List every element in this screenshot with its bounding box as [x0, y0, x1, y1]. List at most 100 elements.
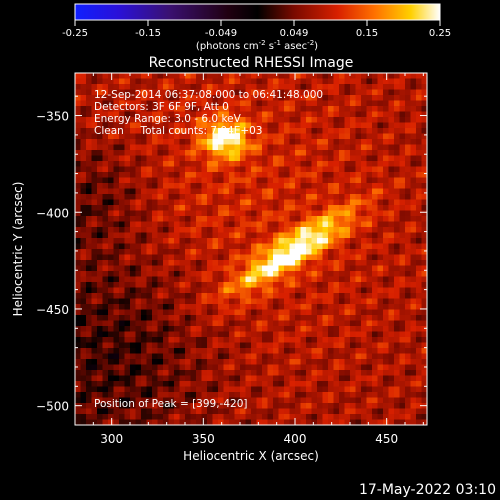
heatmap-cell	[135, 326, 142, 333]
heatmap-cell	[130, 111, 137, 118]
heatmap-cell	[185, 161, 192, 168]
heatmap-cell	[229, 304, 236, 311]
heatmap-cell	[372, 331, 379, 338]
heatmap-cell	[75, 95, 82, 102]
heatmap-cell	[339, 326, 346, 333]
heatmap-cell	[185, 309, 192, 316]
heatmap-cell	[311, 133, 318, 140]
heatmap-cell	[201, 232, 208, 239]
heatmap-cell	[102, 271, 109, 278]
heatmap-cell	[245, 194, 252, 201]
heatmap-cell	[289, 304, 296, 311]
heatmap-cell	[141, 408, 148, 415]
heatmap-cell	[284, 205, 291, 212]
heatmap-cell	[366, 106, 373, 113]
heatmap-cell	[135, 216, 142, 223]
heatmap-cell	[240, 359, 247, 366]
heatmap-cell	[394, 227, 401, 234]
heatmap-cell	[394, 188, 401, 195]
heatmap-cell	[113, 155, 120, 162]
heatmap-cell	[212, 265, 219, 272]
heatmap-cell	[306, 144, 313, 151]
heatmap-cell	[278, 128, 285, 135]
heatmap-cell	[174, 359, 181, 366]
heatmap-cell	[218, 348, 225, 355]
heatmap-cell	[416, 309, 423, 316]
heatmap-cell	[207, 117, 214, 124]
heatmap-cell	[372, 381, 379, 388]
heatmap-cell	[317, 375, 324, 382]
heatmap-cell	[102, 408, 109, 415]
heatmap-cell	[157, 315, 164, 322]
heatmap-cell	[119, 276, 126, 283]
heatmap-cell	[251, 304, 258, 311]
heatmap-cell	[174, 364, 181, 371]
heatmap-cell	[284, 78, 291, 85]
heatmap-cell	[179, 161, 186, 168]
heatmap-cell	[350, 199, 357, 206]
heatmap-cell	[130, 419, 137, 425]
heatmap-cell	[229, 111, 236, 118]
heatmap-cell	[405, 359, 412, 366]
heatmap-cell	[410, 122, 417, 129]
heatmap-cell	[190, 100, 197, 107]
heatmap-cell	[218, 117, 225, 124]
heatmap-cell	[218, 150, 225, 157]
heatmap-cell	[399, 276, 406, 283]
heatmap-cell	[421, 326, 427, 333]
heatmap-cell	[75, 161, 82, 168]
heatmap-cell	[185, 100, 192, 107]
heatmap-cell	[328, 293, 335, 300]
heatmap-cell	[179, 194, 186, 201]
heatmap-cell	[344, 276, 351, 283]
heatmap-cell	[388, 139, 395, 146]
heatmap-cell	[256, 128, 263, 135]
heatmap-cell	[174, 304, 181, 311]
heatmap-cell	[174, 386, 181, 393]
heatmap-cell	[394, 73, 401, 80]
heatmap-cell	[410, 100, 417, 107]
heatmap-cell	[168, 304, 175, 311]
heatmap-cell	[361, 95, 368, 102]
heatmap-cell	[339, 133, 346, 140]
heatmap-cell	[416, 326, 423, 333]
heatmap-cell	[141, 271, 148, 278]
heatmap-cell	[196, 326, 203, 333]
heatmap-cell	[300, 128, 307, 135]
heatmap-cell	[135, 111, 142, 118]
heatmap-cell	[212, 238, 219, 245]
heatmap-cell	[212, 414, 219, 421]
heatmap-cell	[190, 392, 197, 399]
heatmap-cell	[311, 370, 318, 377]
heatmap-cell	[306, 227, 313, 234]
heatmap-cell	[218, 309, 225, 316]
heatmap-cell	[394, 128, 401, 135]
heatmap-cell	[146, 249, 153, 256]
heatmap-cell	[311, 117, 318, 124]
heatmap-cell	[75, 364, 82, 371]
heatmap-cell	[102, 386, 109, 393]
heatmap-cell	[399, 414, 406, 421]
heatmap-cell	[201, 249, 208, 256]
heatmap-cell	[201, 364, 208, 371]
heatmap-cell	[372, 78, 379, 85]
heatmap-cell	[399, 370, 406, 377]
heatmap-cell	[168, 122, 175, 129]
heatmap-cell	[344, 386, 351, 393]
heatmap-cell	[185, 320, 192, 327]
heatmap-cell	[421, 216, 427, 223]
heatmap-cell	[278, 282, 285, 289]
heatmap-cell	[366, 221, 373, 228]
heatmap-cell	[311, 282, 318, 289]
heatmap-cell	[163, 254, 170, 261]
heatmap-cell	[416, 265, 423, 272]
heatmap-cell	[152, 265, 159, 272]
heatmap-cell	[284, 144, 291, 151]
heatmap-cell	[322, 315, 329, 322]
heatmap-cell	[333, 375, 340, 382]
heatmap-cell	[405, 144, 412, 151]
heatmap-cell	[229, 238, 236, 245]
heatmap-cell	[80, 337, 87, 344]
heatmap-cell	[306, 188, 313, 195]
heatmap-cell	[174, 293, 181, 300]
